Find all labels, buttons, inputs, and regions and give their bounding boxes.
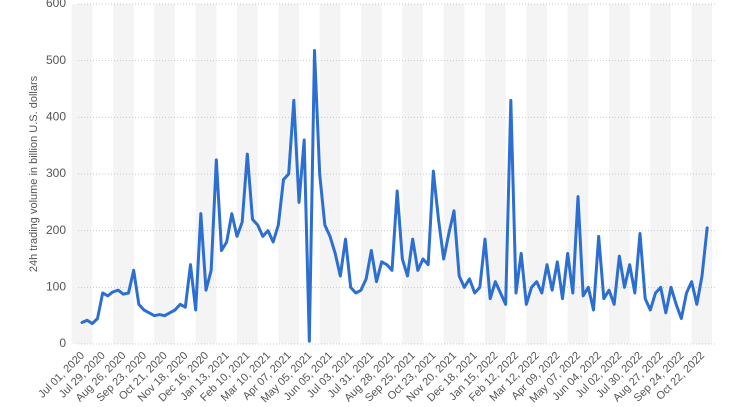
y-tick-label: 100 bbox=[46, 280, 66, 294]
line bbox=[80, 48, 709, 343]
band bbox=[237, 4, 258, 344]
band bbox=[609, 4, 630, 344]
y-tick-label: 200 bbox=[46, 223, 66, 237]
y-tick-label: 400 bbox=[46, 110, 66, 124]
y-tick-label: 0 bbox=[59, 336, 66, 350]
y-tick-label: 500 bbox=[46, 53, 66, 67]
y-tick-label: 600 bbox=[46, 0, 66, 10]
band bbox=[567, 4, 589, 344]
y-axis-title: 24h trading volume in billion U.S. dolla… bbox=[28, 75, 40, 272]
band bbox=[691, 4, 712, 344]
band bbox=[526, 4, 547, 344]
background-bands bbox=[71, 4, 712, 344]
band bbox=[154, 4, 175, 344]
band bbox=[402, 4, 423, 344]
band bbox=[361, 4, 382, 344]
y-tick-label: 300 bbox=[46, 166, 66, 180]
